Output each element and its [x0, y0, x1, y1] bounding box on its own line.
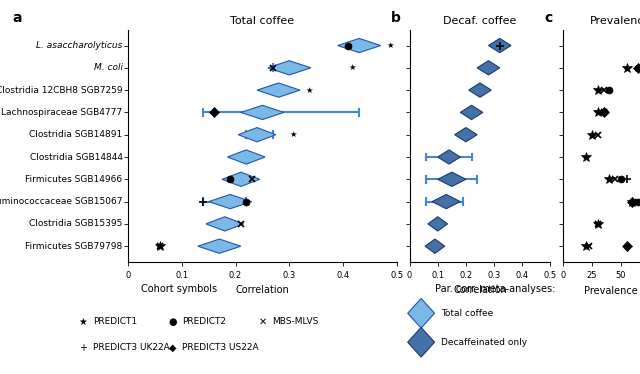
- Polygon shape: [408, 327, 435, 357]
- Polygon shape: [488, 39, 511, 53]
- Text: Cohort symbols: Cohort symbols: [141, 284, 217, 294]
- Polygon shape: [454, 128, 477, 142]
- Text: ★: ★: [386, 41, 394, 50]
- Text: Par. corr. meta-analyses:: Par. corr. meta-analyses:: [435, 284, 556, 294]
- Text: PREDICT1: PREDICT1: [93, 317, 137, 326]
- Polygon shape: [338, 39, 381, 53]
- Polygon shape: [468, 83, 492, 97]
- Text: c: c: [544, 11, 552, 25]
- Polygon shape: [209, 194, 252, 209]
- Text: PREDICT3 US22A: PREDICT3 US22A: [182, 343, 259, 352]
- Polygon shape: [425, 239, 445, 253]
- Polygon shape: [460, 105, 483, 120]
- Polygon shape: [206, 217, 244, 231]
- Text: MBS-MLVS: MBS-MLVS: [272, 317, 318, 326]
- Title: Prevalence: Prevalence: [590, 16, 640, 26]
- Text: Firmicutes SGB79798: Firmicutes SGB79798: [26, 242, 123, 251]
- Text: ✕: ✕: [259, 317, 266, 327]
- Text: Clostridia 12CBH8 SGB7259: Clostridia 12CBH8 SGB7259: [0, 86, 123, 95]
- Polygon shape: [428, 217, 447, 231]
- X-axis label: Correlation: Correlation: [453, 285, 507, 295]
- Text: ★: ★: [305, 86, 313, 95]
- Text: ★: ★: [348, 63, 356, 72]
- X-axis label: Prevalence (%): Prevalence (%): [584, 285, 640, 295]
- Polygon shape: [222, 172, 260, 186]
- Polygon shape: [408, 298, 435, 328]
- Text: Total coffee: Total coffee: [442, 309, 493, 318]
- Text: a: a: [13, 11, 22, 25]
- Text: Lachnospiraceae SGB4777: Lachnospiraceae SGB4777: [1, 108, 123, 117]
- Text: ★: ★: [79, 317, 88, 327]
- Text: Clostridia SGB14891: Clostridia SGB14891: [29, 130, 123, 139]
- Text: ◆: ◆: [169, 343, 177, 353]
- Text: PREDICT2: PREDICT2: [182, 317, 227, 326]
- Text: ●: ●: [168, 317, 177, 327]
- Polygon shape: [438, 172, 466, 186]
- Polygon shape: [268, 61, 311, 75]
- Text: Ruminococcaceae SGB15067: Ruminococcaceae SGB15067: [0, 197, 123, 206]
- Text: PREDICT3 UK22A: PREDICT3 UK22A: [93, 343, 170, 352]
- Polygon shape: [227, 150, 265, 164]
- Polygon shape: [241, 105, 284, 120]
- Text: L. asaccharolyticus: L. asaccharolyticus: [36, 41, 123, 50]
- Polygon shape: [257, 83, 300, 97]
- Text: +: +: [79, 343, 87, 353]
- Polygon shape: [238, 128, 276, 142]
- Text: ★: ★: [289, 130, 297, 139]
- Title: Decaf. coffee: Decaf. coffee: [444, 16, 516, 26]
- Polygon shape: [198, 239, 241, 253]
- Polygon shape: [477, 61, 500, 75]
- X-axis label: Correlation: Correlation: [236, 285, 289, 295]
- Text: Firmicutes SGB14966: Firmicutes SGB14966: [26, 175, 123, 184]
- Text: b: b: [390, 11, 400, 25]
- Title: Total coffee: Total coffee: [230, 16, 294, 26]
- Text: Clostridia SGB14844: Clostridia SGB14844: [29, 153, 123, 162]
- Polygon shape: [438, 150, 460, 164]
- Polygon shape: [432, 194, 460, 209]
- Text: M. coli: M. coli: [93, 63, 123, 72]
- Text: Clostridia SGB15395: Clostridia SGB15395: [29, 220, 123, 229]
- Text: Decaffeinated only: Decaffeinated only: [442, 338, 527, 347]
